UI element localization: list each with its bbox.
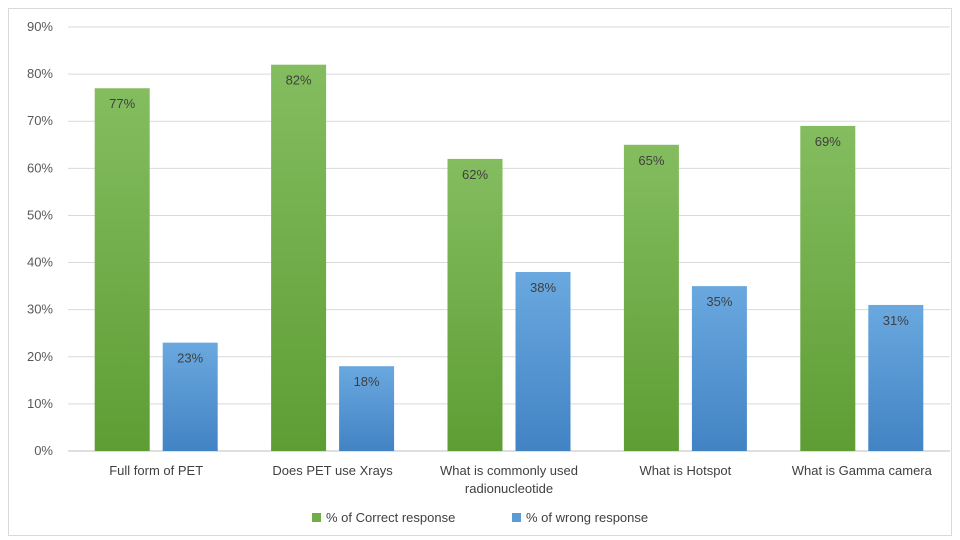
data-label: 77% xyxy=(109,96,135,111)
y-axis-ticks: 0% 10% 20% 30% 40% 50% 60% 70% 80% 90% xyxy=(27,19,53,458)
legend-swatch xyxy=(312,513,321,522)
data-label: 38% xyxy=(530,280,556,295)
bars xyxy=(94,64,924,451)
y-tick-label: 30% xyxy=(27,302,53,317)
y-tick-label: 50% xyxy=(27,207,53,222)
bar-wrong-response xyxy=(515,271,571,451)
bar-wrong-response xyxy=(691,286,747,451)
data-label: 65% xyxy=(638,153,664,168)
bar-correct-response xyxy=(94,88,150,451)
data-label: 31% xyxy=(883,313,909,328)
bar-wrong-response xyxy=(868,304,924,451)
x-category-label: What is Gamma camera xyxy=(792,463,933,478)
x-category-label: What is commonly used radionucleotide xyxy=(440,463,578,496)
legend-label: % of wrong response xyxy=(526,510,648,525)
x-category-label: Full form of PET xyxy=(109,463,203,478)
x-category-label: Does PET use Xrays xyxy=(272,463,393,478)
x-category-label: What is Hotspot xyxy=(640,463,732,478)
data-label: 35% xyxy=(706,294,732,309)
bar-wrong-response xyxy=(162,342,218,451)
x-axis-categories: Full form of PET Does PET use Xrays What i… xyxy=(109,463,932,496)
bar-correct-response xyxy=(800,125,856,451)
legend: % of Correct response % of wrong response xyxy=(312,510,648,525)
y-tick-label: 70% xyxy=(27,113,53,128)
data-labels: 77% 23% 82% 18% 62% 38% 65% 35% 69% 31% xyxy=(109,73,909,390)
data-label: 82% xyxy=(286,73,312,88)
data-label: 62% xyxy=(462,167,488,182)
legend-label: % of Correct response xyxy=(326,510,455,525)
bar-wrong-response xyxy=(339,366,395,451)
data-label: 69% xyxy=(815,134,841,149)
y-tick-label: 60% xyxy=(27,160,53,175)
data-label: 23% xyxy=(177,351,203,366)
y-tick-label: 40% xyxy=(27,255,53,270)
bar-correct-response xyxy=(271,64,327,451)
bar-correct-response xyxy=(623,144,679,451)
y-tick-label: 0% xyxy=(34,443,53,458)
bar-correct-response xyxy=(447,158,503,451)
chart-frame xyxy=(8,8,952,536)
legend-swatch xyxy=(512,513,521,522)
y-tick-label: 20% xyxy=(27,349,53,364)
y-tick-label: 80% xyxy=(27,66,53,81)
data-label: 18% xyxy=(354,374,380,389)
y-tick-label: 90% xyxy=(27,19,53,34)
y-tick-label: 10% xyxy=(27,396,53,411)
